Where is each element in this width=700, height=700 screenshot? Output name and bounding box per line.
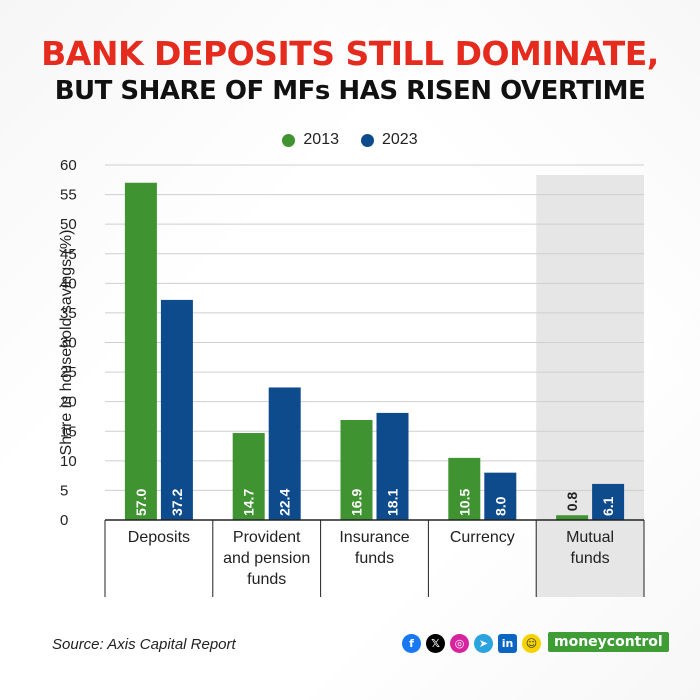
data-label: 8.0 bbox=[492, 496, 508, 516]
y-tick-label: 5 bbox=[60, 482, 68, 499]
facebook-icon[interactable]: f bbox=[402, 634, 421, 653]
category-label: Mutual bbox=[566, 529, 614, 546]
category-label: Provident bbox=[233, 529, 301, 546]
category-label: and pension bbox=[223, 550, 310, 567]
bar-2013 bbox=[340, 420, 373, 520]
bar-2013 bbox=[556, 515, 589, 520]
legend: 2013 2023 bbox=[0, 131, 700, 149]
y-tick-label: 10 bbox=[60, 453, 77, 470]
category-label: funds bbox=[571, 550, 610, 567]
legend-item-2013: 2013 bbox=[282, 131, 339, 149]
y-tick-label: 35 bbox=[60, 305, 77, 322]
linkedin-icon[interactable]: in bbox=[498, 634, 517, 653]
x-icon[interactable]: 𝕏 bbox=[426, 634, 445, 653]
y-tick-label: 25 bbox=[60, 364, 77, 381]
bar-2023 bbox=[592, 483, 625, 520]
social-icons: f 𝕏 ◎ ➤ in ☺ bbox=[402, 634, 541, 653]
y-tick-label: 20 bbox=[60, 394, 77, 411]
legend-label-2023: 2023 bbox=[382, 131, 418, 148]
y-tick-label: 40 bbox=[60, 275, 77, 292]
data-label: 6.1 bbox=[600, 496, 616, 516]
y-tick-label: 60 bbox=[60, 157, 77, 174]
category-label: Insurance bbox=[339, 529, 409, 546]
title-line-2: BUT SHARE OF MFs HAS RISEN OVERTIME bbox=[54, 76, 646, 106]
y-tick-label: 50 bbox=[60, 216, 77, 233]
highlight-background bbox=[536, 175, 644, 597]
data-label: 0.8 bbox=[564, 492, 580, 512]
y-axis-label: Share in household savings (%) bbox=[58, 230, 75, 456]
data-label: 57.0 bbox=[133, 489, 149, 516]
data-label: 18.1 bbox=[385, 489, 401, 516]
telegram-icon[interactable]: ➤ bbox=[474, 634, 493, 653]
bar-2013 bbox=[124, 182, 157, 520]
y-tick-label: 30 bbox=[60, 335, 77, 352]
bar-2023 bbox=[376, 412, 409, 520]
bar-2023 bbox=[160, 299, 193, 520]
category-label: Currency bbox=[450, 529, 515, 546]
bar-2013 bbox=[448, 457, 481, 520]
category-label: funds bbox=[355, 550, 394, 567]
brand-logo: moneycontrol bbox=[548, 632, 669, 652]
y-tick-label: 45 bbox=[60, 246, 77, 263]
bar-2023 bbox=[484, 472, 517, 520]
y-tick-label: 0 bbox=[60, 512, 68, 529]
y-tick-label: 15 bbox=[60, 423, 77, 440]
y-tick-label: 55 bbox=[60, 187, 77, 204]
data-label: 37.2 bbox=[169, 489, 185, 516]
source-note: Source: Axis Capital Report bbox=[52, 636, 236, 653]
legend-swatch-2023 bbox=[361, 133, 374, 147]
legend-item-2023: 2023 bbox=[361, 131, 418, 149]
title-line-1: BANK DEPOSITS STILL DOMINATE, bbox=[41, 34, 659, 73]
data-label: 10.5 bbox=[456, 489, 472, 516]
legend-swatch-2013 bbox=[282, 133, 296, 147]
instagram-icon[interactable]: ◎ bbox=[450, 634, 469, 653]
category-label: funds bbox=[247, 571, 286, 588]
snapchat-icon[interactable]: ☺ bbox=[522, 634, 541, 653]
data-label: 22.4 bbox=[277, 489, 293, 516]
bar-2023 bbox=[268, 387, 301, 520]
legend-label-2013: 2013 bbox=[303, 131, 339, 148]
data-label: 14.7 bbox=[241, 489, 257, 516]
bar-2013 bbox=[232, 433, 265, 520]
category-label: Deposits bbox=[128, 529, 190, 546]
data-label: 16.9 bbox=[349, 489, 365, 516]
